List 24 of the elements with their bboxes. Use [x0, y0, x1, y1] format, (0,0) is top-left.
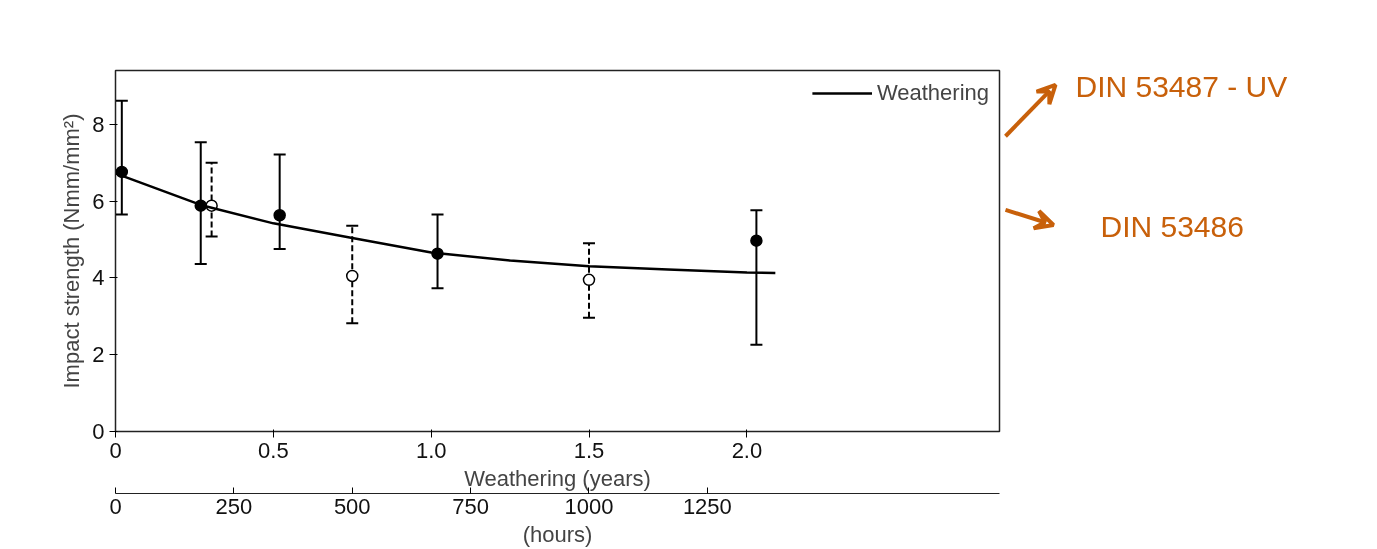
y-tick-label: 2	[92, 342, 105, 368]
x2-axis-title: (hours)	[522, 521, 593, 547]
x2-tick-label: 1250	[682, 493, 732, 519]
x-tick-label: 1.0	[415, 437, 447, 463]
point	[273, 209, 286, 222]
x-tick-label: 0	[109, 437, 122, 463]
y-tick-label: 8	[92, 111, 105, 137]
x2-tick-label: 500	[333, 493, 371, 519]
x2-tick-label: 250	[215, 493, 253, 519]
x-axis-title: Weathering (years)	[464, 465, 651, 491]
y-tick-label: 4	[92, 265, 105, 291]
x-tick-label: 2.0	[731, 437, 763, 463]
x-tick-label: 1.5	[573, 437, 605, 463]
y-axis-title: Impact strength (Nmm/mm²)	[59, 113, 85, 389]
x-tick-label: 0.5	[258, 437, 289, 463]
x2-tick-label: 0	[109, 493, 122, 519]
legend-label: Weathering	[876, 80, 989, 106]
x2-tick-label: 1000	[564, 493, 614, 519]
text: DIN 53487 - UV	[1075, 70, 1288, 104]
point	[750, 234, 763, 247]
y-tick-label: 0	[92, 419, 105, 444]
x2-tick-label: 750	[452, 493, 489, 519]
text: DIN 53486	[1100, 210, 1244, 244]
y-tick-label: 6	[92, 188, 105, 214]
